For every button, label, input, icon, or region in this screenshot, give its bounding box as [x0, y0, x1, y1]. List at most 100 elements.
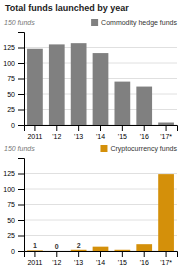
- y-label: 150 funds: [4, 145, 35, 152]
- bar: [93, 247, 109, 251]
- axis-domain: [25, 126, 178, 132]
- bar: [158, 123, 174, 125]
- tick-label: 100: [3, 186, 15, 193]
- legend-label: Commodity hedge funds: [101, 19, 177, 27]
- chart-1: 10202550751001252011'12'13'14'15'16'17*1…: [3, 145, 177, 266]
- tick-label: '14: [96, 133, 105, 140]
- tick-mark: [144, 251, 145, 257]
- y-axis: 0 25 50 75 100 125: [3, 33, 24, 129]
- bar: [27, 250, 43, 251]
- tick-mark: [18, 205, 24, 206]
- x-tick: '13: [74, 251, 83, 266]
- bar: [136, 87, 152, 125]
- x-tick: '16: [140, 251, 149, 266]
- bars: [27, 174, 174, 251]
- x-tick: '14: [96, 125, 105, 140]
- tick-label: '15: [118, 259, 127, 266]
- tick-label: 100: [3, 60, 15, 67]
- bar: [27, 49, 43, 125]
- legend: Cryptocurrency funds: [100, 145, 177, 153]
- y-tick: 75: [7, 201, 24, 208]
- tick-mark: [18, 48, 24, 49]
- tick-mark: [122, 251, 123, 257]
- tick-label: '17*: [160, 133, 172, 140]
- tick-label: '13: [74, 259, 83, 266]
- tick-label: '15: [118, 133, 127, 140]
- x-tick: '17*: [160, 125, 172, 140]
- data-label: 2: [77, 242, 81, 249]
- y-tick: 0: [11, 122, 24, 129]
- tick-label: 75: [7, 75, 15, 82]
- axis-domain: [18, 159, 25, 252]
- x-tick: 2011: [27, 125, 42, 140]
- grid-line: [24, 173, 177, 174]
- tick-mark: [18, 189, 24, 190]
- tick-label: 0: [11, 248, 15, 255]
- chart-title: Total funds launched by year: [5, 3, 129, 13]
- legend-item: Commodity hedge funds: [91, 19, 177, 27]
- tick-label: 75: [7, 201, 15, 208]
- tick-label: '16: [140, 133, 149, 140]
- x-axis: 2011'12'13'14'15'16'17*: [25, 125, 178, 140]
- tick-mark: [18, 63, 24, 64]
- chart-svg: Total funds launched by year025507510012…: [0, 0, 183, 275]
- tick-mark: [18, 220, 24, 221]
- tick-label: 125: [3, 44, 15, 51]
- chart-0: 02550751001252011'12'13'14'15'16'17*150 …: [3, 19, 177, 140]
- tick-mark: [18, 236, 24, 237]
- bar: [136, 244, 152, 251]
- legend-swatch: [91, 19, 98, 26]
- bar: [158, 174, 174, 251]
- bar: [114, 82, 130, 125]
- bar: [71, 250, 87, 251]
- tick-label: '16: [140, 259, 149, 266]
- bar: [114, 250, 130, 251]
- grid-line: [24, 189, 177, 190]
- axis-domain: [25, 252, 178, 258]
- tick-mark: [18, 79, 24, 80]
- y-tick: 50: [7, 217, 24, 224]
- y-tick: 25: [7, 106, 24, 113]
- x-tick: '12: [52, 251, 61, 266]
- tick-label: 2011: [27, 133, 42, 140]
- tick-mark: [18, 110, 24, 111]
- tick-mark: [122, 125, 123, 131]
- y-tick: 125: [3, 170, 24, 177]
- legend-item: Cryptocurrency funds: [100, 145, 177, 153]
- y-tick: 0: [11, 248, 24, 255]
- grid: [24, 174, 177, 252]
- x-tick: '13: [74, 125, 83, 140]
- tick-label: '13: [74, 133, 83, 140]
- tick-mark: [56, 251, 57, 257]
- y-tick: 100: [3, 60, 24, 67]
- y-tick: 100: [3, 186, 24, 193]
- bars: [27, 43, 174, 125]
- tick-mark: [78, 251, 79, 257]
- tick-label: 0: [11, 122, 15, 129]
- tick-mark: [166, 251, 167, 257]
- tick-label: '14: [96, 259, 105, 266]
- data-label: 1: [33, 242, 37, 249]
- tick-label: 50: [7, 91, 15, 98]
- axis-domain: [18, 33, 25, 126]
- tick-mark: [78, 125, 79, 131]
- tick-mark: [166, 125, 167, 131]
- grid-line: [24, 47, 177, 48]
- tick-mark: [34, 125, 35, 131]
- tick-mark: [18, 125, 24, 126]
- bar: [71, 43, 87, 125]
- tick-mark: [18, 251, 24, 252]
- y-tick: 25: [7, 232, 24, 239]
- y-axis: 0 25 50 75 100 125: [3, 159, 24, 255]
- tick-label: 50: [7, 217, 15, 224]
- tick-mark: [18, 174, 24, 175]
- x-tick: '14: [96, 251, 105, 266]
- tick-mark: [34, 251, 35, 257]
- tick-mark: [100, 125, 101, 131]
- bar: [93, 53, 109, 125]
- tick-label: 2011: [27, 259, 42, 266]
- x-axis: 2011'12'13'14'15'16'17*: [25, 251, 178, 266]
- y-tick: 50: [7, 91, 24, 98]
- tick-mark: [144, 125, 145, 131]
- tick-mark: [18, 94, 24, 95]
